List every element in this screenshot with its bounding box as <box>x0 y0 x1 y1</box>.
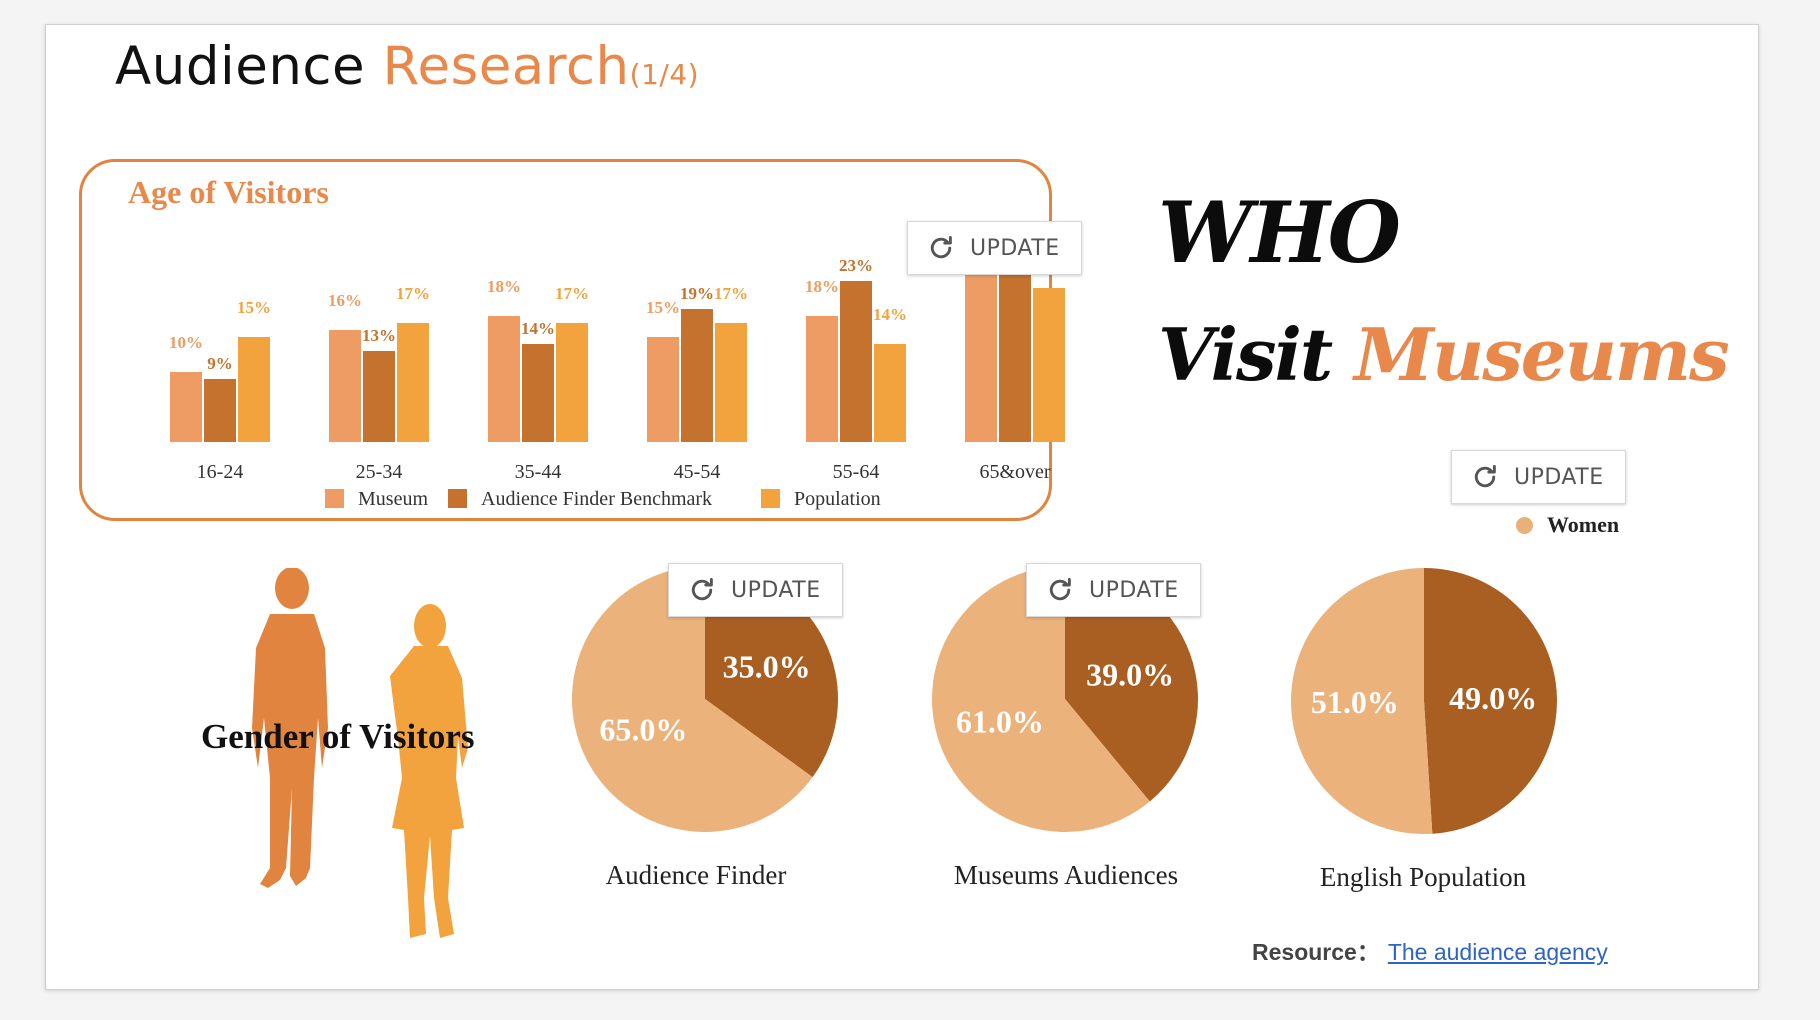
bar-data-label: 14% <box>873 305 907 324</box>
pie-data-label: 61.0% <box>956 703 1044 739</box>
bar-45-54-1 <box>681 309 713 442</box>
x-tick-label: 65&over <box>979 461 1050 483</box>
pie-slice-other <box>1424 568 1558 834</box>
update-button-audience-finder[interactable]: UPDATE <box>668 563 843 617</box>
refresh-icon <box>691 577 713 601</box>
visit-museums-heading: Visit Museums <box>1158 312 1730 397</box>
bar-25-34-2 <box>397 323 429 442</box>
x-tick-label: 35-44 <box>515 461 562 483</box>
refresh-icon <box>930 235 952 259</box>
bar-35-44-2 <box>556 323 588 442</box>
bar-data-label: 13% <box>362 326 396 345</box>
bar-25-34-0 <box>329 330 361 442</box>
bar-data-label: 14% <box>521 319 555 338</box>
bar-45-54-0 <box>647 337 679 442</box>
gender-chart-title: Gender of Visitors <box>201 717 475 756</box>
pie-slice-other <box>1065 566 1198 802</box>
x-tick-label: 55-64 <box>833 461 880 483</box>
women-legend-swatch <box>1516 516 1533 534</box>
bar-55-64-0 <box>806 316 838 442</box>
age-chart-title: Age of Visitors <box>128 174 329 210</box>
bar-data-label: 9% <box>207 354 233 373</box>
pie-title-museums-audiences: Museums Audiences <box>953 860 1179 890</box>
refresh-icon <box>1049 577 1071 601</box>
legend-label: Audience Finder Benchmark <box>481 488 712 510</box>
pie-slice-women <box>1291 568 1433 834</box>
bar-35-44-1 <box>522 344 554 442</box>
visit-word: Visit <box>1158 312 1333 397</box>
age-bar-chart: 10%9%15%16-2416%13%17%25-3418%14%17%35-4… <box>169 256 1065 510</box>
bar-25-34-1 <box>363 351 395 442</box>
bar-data-label: 23% <box>839 256 873 275</box>
pie-data-label: 49.0% <box>1449 680 1537 716</box>
who-heading: WHO <box>1158 183 1401 282</box>
women-legend-label: Women <box>1547 512 1620 537</box>
bar-16-24-1 <box>204 379 236 442</box>
update-button-age-chart[interactable]: UPDATE <box>907 221 1082 275</box>
title-suffix: (1/4) <box>629 58 700 91</box>
resource-line: Resource： The audience agency <box>1252 933 1608 967</box>
title-accent: Research <box>382 36 630 97</box>
update-button-legend[interactable]: UPDATE <box>1451 450 1626 504</box>
bar-35-44-0 <box>488 316 520 442</box>
legend-swatch <box>325 489 344 508</box>
pie-slice-other <box>705 566 838 778</box>
bar-data-label: 16% <box>328 291 362 310</box>
bar-data-label: 17% <box>396 284 430 303</box>
pie-title-audience-finder: Audience Finder <box>605 860 787 890</box>
museums-word: Museums <box>1354 312 1729 397</box>
legend-label: Population <box>794 488 881 510</box>
bar-data-label: 18% <box>487 277 521 296</box>
resource-link[interactable]: The audience agency <box>1387 939 1608 965</box>
bar-data-label: 17% <box>555 284 589 303</box>
bar-55-64-1 <box>840 281 872 442</box>
title-main: Audience <box>115 36 366 97</box>
pie-title-english-population: English Population <box>1319 862 1527 892</box>
bar-16-24-0 <box>170 372 202 442</box>
bar-45-54-2 <box>715 323 747 442</box>
resource-label: Resource： <box>1252 939 1380 965</box>
pie-chart-english-population: 49.0% 51.0% <box>1291 568 1558 834</box>
x-tick-label: 16-24 <box>197 461 244 483</box>
pie-slice-women <box>572 566 813 832</box>
update-button-label: UPDATE <box>1514 464 1604 490</box>
update-button-museums-audiences[interactable]: UPDATE <box>1026 563 1201 617</box>
x-tick-label: 45-54 <box>674 461 721 483</box>
pie-data-label: 65.0% <box>599 711 687 747</box>
bar-65&over-2 <box>1033 288 1065 442</box>
woman-silhouette <box>390 604 468 938</box>
bar-data-label: 19% <box>680 284 714 303</box>
bar-65&over-0 <box>965 260 997 442</box>
x-tick-label: 25-34 <box>356 461 403 483</box>
legend-swatch <box>448 489 467 508</box>
pie-data-label: 39.0% <box>1086 657 1174 693</box>
pie-chart-audience-finder: 35.0% 65.0% <box>572 566 838 832</box>
legend-label: Museum <box>358 488 428 510</box>
refresh-icon <box>1474 464 1496 488</box>
update-button-label: UPDATE <box>970 235 1060 261</box>
man-silhouette <box>252 568 328 888</box>
pie-chart-museums-audiences: 39.0% 61.0% <box>932 566 1198 832</box>
update-button-label: UPDATE <box>1089 577 1179 603</box>
visitor-silhouettes <box>252 568 468 938</box>
pie-data-label: 35.0% <box>723 649 811 685</box>
pie-slice-women <box>932 566 1150 832</box>
bar-data-label: 10% <box>169 333 203 352</box>
bar-data-label: 17% <box>714 284 748 303</box>
update-button-label: UPDATE <box>731 577 821 603</box>
bar-55-64-2 <box>874 344 906 442</box>
pie-data-label: 51.0% <box>1311 684 1399 720</box>
bar-16-24-2 <box>238 337 270 442</box>
bar-data-label: 18% <box>805 277 839 296</box>
women-legend: Women <box>1516 512 1619 538</box>
bar-data-label: 15% <box>646 298 680 317</box>
page-title: Audience Research(1/4) <box>115 36 699 97</box>
bar-65&over-1 <box>999 267 1031 442</box>
bar-data-label: 15% <box>237 298 271 317</box>
legend-swatch <box>761 489 780 508</box>
